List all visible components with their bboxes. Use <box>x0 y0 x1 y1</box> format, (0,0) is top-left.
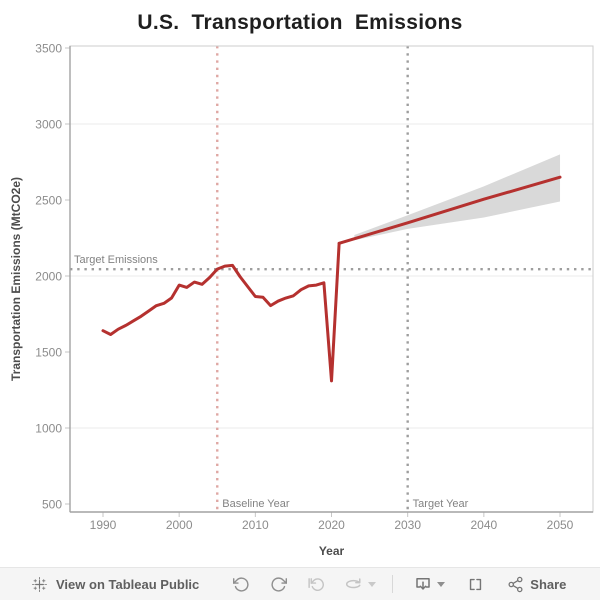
revert-icon[interactable] <box>307 576 325 593</box>
toolbar-separator <box>392 575 394 593</box>
download-icon[interactable] <box>414 575 432 593</box>
refresh-icon[interactable] <box>344 575 362 593</box>
x-axis-title: Year <box>319 544 345 558</box>
refresh-caret-icon[interactable] <box>368 581 377 587</box>
y-axis-title: Transportation Emissions (MtCO2e) <box>9 177 23 381</box>
share-icon[interactable] <box>507 576 524 593</box>
y-tick-label: 1500 <box>35 346 62 360</box>
x-tick-label: 2020 <box>318 518 345 532</box>
tableau-toolbar: View on Tableau Public <box>0 567 600 600</box>
y-tick-label: 1000 <box>35 422 62 436</box>
x-tick-label: 2010 <box>242 518 269 532</box>
y-tick-label: 2500 <box>35 194 62 208</box>
download-caret-icon[interactable] <box>437 581 446 587</box>
y-tick-label: 3000 <box>35 118 62 132</box>
historical-line[interactable] <box>101 241 341 383</box>
x-tick-label: 1990 <box>90 518 117 532</box>
emissions-chart[interactable]: 500 1000 1500 2000 2500 3000 3500 1990 2000 2010 2… <box>0 0 600 567</box>
y-tick-label: 2000 <box>35 270 62 284</box>
baseline_year-label: Baseline Year <box>222 498 290 510</box>
x-tick-label: 2040 <box>470 518 497 532</box>
x-tick-label: 2030 <box>394 518 421 532</box>
tableau-logo-icon[interactable] <box>31 576 48 593</box>
x-tick-label: 2000 <box>166 518 193 532</box>
view-on-tableau-public-link[interactable]: View on Tableau Public <box>56 576 200 592</box>
y-tick-label: 3500 <box>35 42 62 56</box>
chart-title: U.S. Transportation Emissions <box>137 11 463 34</box>
share-label[interactable]: Share <box>530 576 567 592</box>
target_emissions-label: Target Emissions <box>74 254 158 266</box>
projection-line[interactable] <box>337 175 562 245</box>
plot-border <box>69 45 594 513</box>
target_year-label: Target Year <box>413 498 469 510</box>
undo-icon[interactable] <box>233 576 250 593</box>
redo-icon[interactable] <box>270 576 288 593</box>
x-tick-label: 2050 <box>547 518 574 532</box>
y-tick-label: 500 <box>42 498 62 512</box>
projection-band[interactable] <box>354 154 561 241</box>
fullscreen-icon[interactable] <box>467 576 484 593</box>
